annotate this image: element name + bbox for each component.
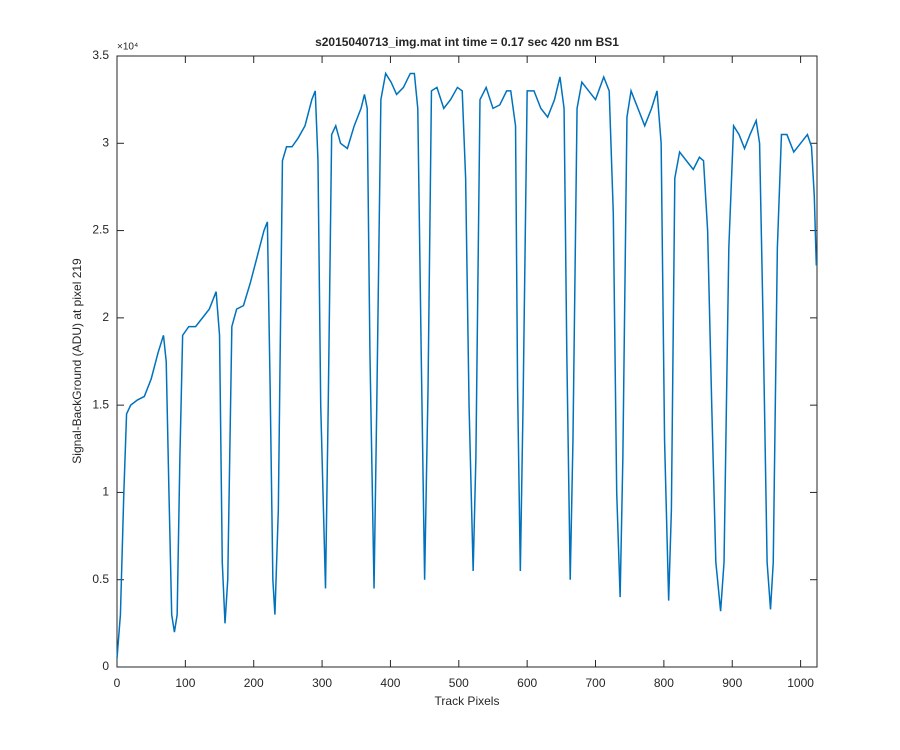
x-tick-label: 700 xyxy=(586,676,606,690)
chart-title: s2015040713_img.mat int time = 0.17 sec … xyxy=(315,35,619,49)
x-tick-label: 0 xyxy=(114,676,121,690)
y-axis-label: Signal-BackGround (ADU) at pixel 219 xyxy=(70,258,84,464)
data-line xyxy=(116,71,818,659)
y-tick-label: 3 xyxy=(102,135,109,149)
y-exponent-label: ×10⁴ xyxy=(117,42,138,53)
plot-area xyxy=(116,55,818,668)
x-tick-label: 900 xyxy=(722,676,742,690)
x-axis-label: Track Pixels xyxy=(435,694,500,708)
x-tick-label: 200 xyxy=(244,676,264,690)
x-tick-label: 400 xyxy=(380,676,400,690)
y-tick-label: 1 xyxy=(102,485,109,499)
y-tick-label: 0 xyxy=(102,659,109,673)
x-tick-label: 600 xyxy=(517,676,537,690)
y-tick-label: 1.5 xyxy=(92,397,109,411)
y-tick-label: 2.5 xyxy=(92,223,109,237)
x-tick-label: 1000 xyxy=(787,676,814,690)
x-tick-label: 300 xyxy=(312,676,332,690)
y-tick-label: 0.5 xyxy=(92,572,109,586)
x-tick-label: 800 xyxy=(654,676,674,690)
y-tick-label: 2 xyxy=(102,310,109,324)
x-tick-label: 500 xyxy=(449,676,469,690)
y-tick-label: 3.5 xyxy=(92,48,109,62)
x-tick-label: 100 xyxy=(175,676,195,690)
